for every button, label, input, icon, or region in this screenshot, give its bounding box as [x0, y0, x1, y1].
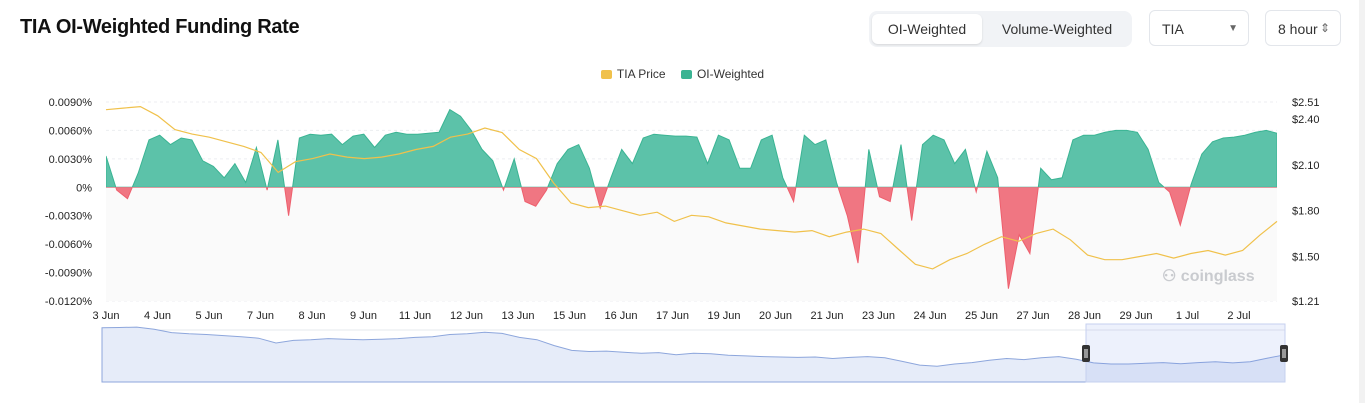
y-tick-label-left: -0.0120%: [45, 296, 92, 308]
legend-label-price: TIA Price: [616, 67, 666, 81]
y-axis-right: $2.51 $2.40 $2.10 $1.80 $1.50 $1.21: [1292, 97, 1320, 308]
y-tick-label-left: 0%: [76, 182, 92, 194]
y-tick-label-right: $2.40: [1292, 114, 1320, 126]
coin-select-value: TIA: [1162, 21, 1184, 37]
y-tick-label-left: -0.0060%: [45, 239, 92, 251]
caret-down-icon: ▼: [1228, 23, 1238, 34]
navigator-handle: [1082, 345, 1090, 362]
x-tick-label: 11 Jun: [399, 310, 431, 322]
x-tick-label: 8 Jun: [299, 310, 326, 322]
x-tick-label: 17 Jun: [656, 310, 689, 322]
y-tick-label-right: $1.21: [1292, 296, 1320, 308]
coin-select[interactable]: TIA ▼: [1149, 10, 1249, 46]
x-tick-label: 13 Jun: [501, 310, 534, 322]
y-tick-label-right: $1.80: [1292, 206, 1320, 218]
navigator-series: [101, 326, 1286, 383]
y-tick-label-left: 0.0030%: [49, 154, 93, 166]
toggle-volume-weighted[interactable]: Volume-Weighted: [1001, 21, 1113, 37]
x-axis: 3 Jun 4 Jun 5 Jun 7 Jun 8 Jun 9 Jun 11 Jun 12 J…: [93, 310, 1251, 322]
y-tick-label-right: $2.10: [1292, 160, 1320, 172]
x-tick-label: 23 Jun: [862, 310, 895, 322]
coinglass-logo-icon: ⚇: [1162, 268, 1181, 285]
legend-swatch-price: [600, 70, 612, 79]
y-tick-label-left: 0.0090%: [49, 97, 93, 109]
x-tick-label: 20 Jun: [759, 310, 792, 322]
x-tick-label: 7 Jun: [247, 310, 274, 322]
x-tick-label: 5 Jun: [196, 310, 223, 322]
x-tick-label: 27 Jun: [1016, 310, 1049, 322]
x-tick-label: 9 Jun: [350, 310, 377, 322]
navigator-handle: [1280, 345, 1288, 362]
legend-item-oi[interactable]: OI-Weighted: [680, 67, 765, 81]
x-tick-label: 19 Jun: [707, 310, 740, 322]
legend-swatch-oi: [680, 70, 692, 79]
y-tick-label-left: -0.0030%: [45, 211, 92, 223]
y-tick-label-left: -0.0090%: [45, 268, 92, 280]
y-axis-left: 0.0090% 0.0060% 0.0030% 0% -0.0030% -0.0060% -…: [45, 97, 92, 308]
x-tick-label: 2 Jul: [1227, 310, 1250, 322]
x-tick-label: 25 Jun: [965, 310, 998, 322]
x-tick-label: 24 Jun: [913, 310, 946, 322]
watermark: ⚇ coinglass: [1162, 266, 1255, 286]
funding-areas: [106, 108, 1277, 289]
navigator-selection: [1085, 323, 1286, 383]
gridlines: [106, 101, 1277, 302]
y-tick-label-right: $1.50: [1292, 252, 1320, 264]
weighting-toggle: OI-Weighted Volume-Weighted: [869, 11, 1132, 47]
watermark-text: coinglass: [1180, 268, 1255, 285]
y-tick-label-left: 0.0060%: [49, 125, 93, 137]
x-tick-label: 15 Jun: [553, 310, 586, 322]
legend-label-oi: OI-Weighted: [696, 67, 765, 81]
x-tick-label: 4 Jun: [144, 310, 171, 322]
page-title: TIA OI-Weighted Funding Rate: [20, 16, 300, 38]
legend-item-price[interactable]: TIA Price: [600, 67, 666, 81]
price-series: [105, 105, 1278, 270]
x-tick-label: 12 Jun: [450, 310, 483, 322]
navigator[interactable]: [101, 323, 1288, 383]
funding-positive-area: [106, 108, 1277, 188]
x-tick-label: 21 Jun: [810, 310, 843, 322]
x-tick-label: 28 Jun: [1068, 310, 1101, 322]
x-tick-label: 1 Jul: [1176, 310, 1199, 322]
x-tick-label: 3 Jun: [93, 310, 120, 322]
negative-zone-bg: [106, 187, 1277, 301]
up-down-chevron-icon: ⇕: [1319, 21, 1330, 35]
y-tick-label-right: $2.51: [1292, 97, 1320, 109]
chart-legend: TIA Price OI-Weighted: [0, 67, 1365, 81]
price-line: [105, 105, 1278, 270]
interval-select-value: 8 hour: [1278, 21, 1318, 37]
page-scrollbar[interactable]: [1359, 0, 1365, 403]
interval-select[interactable]: 8 hour ⇕: [1265, 10, 1341, 46]
x-tick-label: 29 Jun: [1119, 310, 1152, 322]
x-tick-label: 16 Jun: [604, 310, 637, 322]
toggle-oi-weighted[interactable]: OI-Weighted: [872, 14, 982, 44]
